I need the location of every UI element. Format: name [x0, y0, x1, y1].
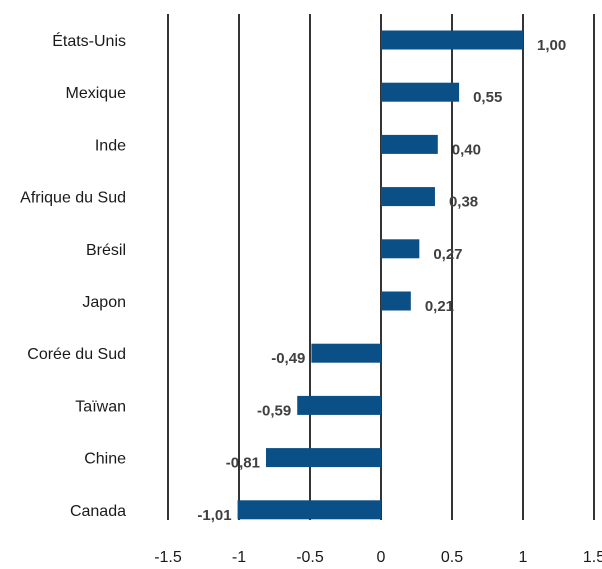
value-label: 1,00 [537, 37, 566, 54]
value-label: -0,59 [257, 402, 291, 419]
x-tick-label: 1 [519, 549, 528, 566]
bar [311, 343, 381, 363]
x-axis-tick-labels: -1.5 -1 -0.5 0 0.5 1 1.5 [154, 549, 602, 566]
category-label: Chine [84, 451, 126, 468]
x-tick-label: -1.5 [154, 549, 182, 566]
value-labels: 1,00 0,55 0,40 0,38 0,27 0,21 -0,49 -0,59 -0,81 -… [197, 37, 566, 524]
bar [237, 500, 381, 520]
bars [237, 30, 523, 520]
category-label: Inde [95, 137, 126, 154]
value-label: 0,55 [473, 89, 502, 106]
x-tick-label: 1.5 [583, 549, 602, 566]
category-label: Brésil [86, 242, 126, 259]
category-label: Afrique du Sud [20, 190, 126, 207]
category-labels: États-Unis Mexique Inde Afrique du Sud Brési… [20, 31, 126, 520]
value-label: 0,21 [425, 298, 454, 315]
category-label: Mexique [66, 85, 127, 102]
bar [381, 291, 411, 311]
value-label: 0,40 [452, 141, 481, 158]
x-tick-label: 0.5 [441, 549, 463, 566]
bar [297, 395, 381, 415]
category-label: Canada [70, 503, 126, 520]
bar [381, 239, 420, 259]
bar [381, 187, 435, 207]
x-tick-label: 0 [377, 549, 386, 566]
category-label: États-Unis [52, 31, 126, 50]
bar [265, 448, 381, 468]
value-label: 0,38 [449, 194, 478, 211]
value-label: -0,81 [226, 455, 260, 472]
x-tick-label: -0.5 [296, 549, 324, 566]
category-label: Taïwan [75, 398, 126, 415]
value-label: -0,49 [271, 350, 305, 367]
category-label: Corée du Sud [27, 346, 126, 363]
bar [381, 30, 523, 50]
value-label: -1,01 [197, 507, 231, 524]
bar [381, 134, 438, 154]
category-label: Japon [82, 294, 126, 311]
value-label: 0,27 [433, 246, 462, 263]
bar [381, 82, 460, 102]
x-tick-label: -1 [232, 549, 246, 566]
